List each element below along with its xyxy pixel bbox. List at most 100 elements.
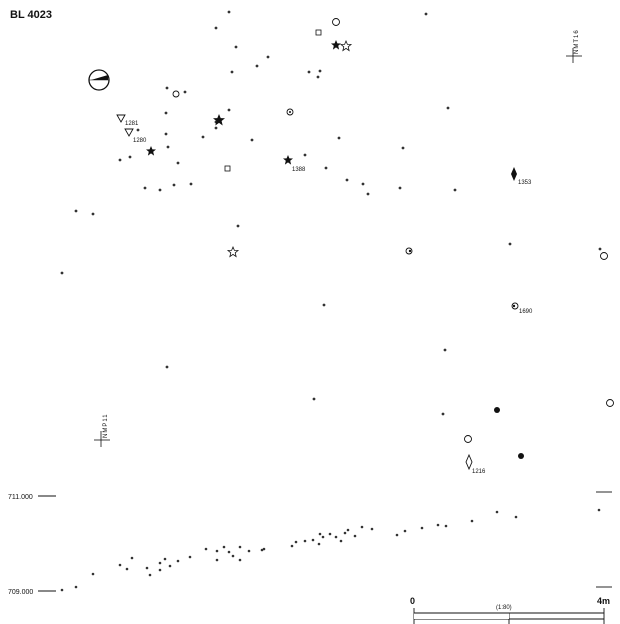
open-circle-icon bbox=[332, 18, 340, 26]
find-dot bbox=[346, 528, 350, 532]
find-dot bbox=[598, 247, 602, 251]
find-dot bbox=[294, 540, 298, 544]
point-label: 1280 bbox=[133, 138, 147, 144]
point-label: 1388 bbox=[292, 167, 306, 173]
find-dot bbox=[361, 182, 365, 186]
find-dot bbox=[262, 547, 266, 551]
find-dot bbox=[227, 550, 231, 554]
find-dot bbox=[324, 166, 328, 170]
find-dot bbox=[328, 532, 332, 536]
find-dot bbox=[318, 532, 322, 536]
ring-icon bbox=[405, 247, 413, 255]
find-dot bbox=[260, 548, 264, 552]
find-dot bbox=[60, 588, 64, 592]
find-dot bbox=[322, 303, 326, 307]
find-dots-plan bbox=[60, 10, 602, 416]
elevation-label-lower: 709.000 bbox=[8, 589, 33, 596]
find-dot bbox=[158, 561, 162, 565]
point-label: 1281 bbox=[125, 121, 139, 127]
find-dot bbox=[176, 559, 180, 563]
find-dot bbox=[74, 585, 78, 589]
find-dot bbox=[395, 533, 399, 537]
find-dot bbox=[312, 397, 316, 401]
find-dot bbox=[130, 556, 134, 560]
find-dot bbox=[214, 126, 218, 130]
find-dot bbox=[303, 539, 307, 543]
find-dot bbox=[236, 224, 240, 228]
ring-icon bbox=[286, 108, 294, 116]
find-dot bbox=[508, 242, 512, 246]
find-dot bbox=[214, 26, 218, 30]
find-dot bbox=[143, 186, 147, 190]
find-dot bbox=[158, 188, 162, 192]
grid-label-top-right: NMT16 bbox=[574, 29, 580, 54]
find-dot bbox=[168, 564, 172, 568]
find-dot bbox=[238, 558, 242, 562]
diamond-icon bbox=[511, 167, 517, 181]
find-dot bbox=[318, 69, 322, 73]
find-dot bbox=[222, 545, 226, 549]
find-dots-section bbox=[60, 508, 601, 592]
find-dot bbox=[234, 45, 238, 49]
grid-marker-top-right: NMT16 bbox=[566, 29, 582, 63]
find-dot bbox=[74, 209, 78, 213]
find-dot bbox=[176, 161, 180, 165]
find-dot bbox=[360, 525, 364, 529]
north-arrow-icon bbox=[88, 69, 110, 91]
find-dot bbox=[215, 558, 219, 562]
filled-star-icon bbox=[213, 114, 225, 126]
filled-star-icon bbox=[146, 146, 156, 156]
find-dot bbox=[125, 567, 129, 571]
find-dot bbox=[255, 64, 259, 68]
find-dot bbox=[403, 529, 407, 533]
grid-marker-left: NMP11 bbox=[94, 413, 110, 447]
find-dot bbox=[311, 538, 315, 542]
elevation-marker-upper: 711.000 bbox=[8, 494, 56, 501]
find-dot bbox=[514, 515, 518, 519]
find-dot bbox=[118, 158, 122, 162]
find-dot bbox=[91, 212, 95, 216]
find-dot bbox=[317, 542, 321, 546]
find-dot bbox=[436, 523, 440, 527]
diamond-icon bbox=[465, 453, 473, 471]
find-dot bbox=[370, 527, 374, 531]
filled-circle-icon bbox=[518, 453, 524, 459]
grid-label-left: NMP11 bbox=[103, 413, 109, 438]
find-dot bbox=[201, 135, 205, 139]
elevation-label-upper: 711.000 bbox=[8, 494, 33, 501]
find-dot bbox=[443, 348, 447, 352]
find-dot bbox=[398, 186, 402, 190]
square-icon bbox=[315, 29, 322, 36]
find-dot bbox=[424, 12, 428, 16]
find-dot bbox=[145, 566, 149, 570]
point-label: 1216 bbox=[472, 469, 486, 475]
find-dot bbox=[307, 70, 311, 74]
find-dot bbox=[444, 524, 448, 528]
triangle-icon bbox=[124, 128, 134, 137]
find-dot bbox=[136, 128, 140, 132]
find-dot bbox=[337, 136, 341, 140]
find-dot bbox=[441, 412, 445, 416]
find-dot bbox=[166, 145, 170, 149]
find-dot bbox=[446, 106, 450, 110]
find-dot bbox=[158, 568, 162, 572]
open-circle-icon bbox=[172, 90, 180, 98]
find-dot bbox=[266, 55, 270, 59]
point-label: 1690 bbox=[519, 309, 533, 315]
filled-star-icon bbox=[331, 40, 341, 50]
find-dot bbox=[247, 549, 251, 553]
find-dot bbox=[148, 573, 152, 577]
find-dot bbox=[163, 557, 167, 561]
find-dot bbox=[316, 75, 320, 79]
find-dot bbox=[453, 188, 457, 192]
find-dot bbox=[164, 132, 168, 136]
find-dot bbox=[215, 549, 219, 553]
open-circle-icon bbox=[600, 252, 608, 260]
point-label: 1353 bbox=[518, 180, 532, 186]
find-dot bbox=[321, 535, 325, 539]
scale-bar: 0 (1:80) 4m bbox=[410, 596, 610, 624]
find-dot bbox=[204, 547, 208, 551]
plan-title: BL 4023 bbox=[10, 9, 52, 21]
find-dot bbox=[231, 554, 235, 558]
find-dot bbox=[227, 10, 231, 14]
